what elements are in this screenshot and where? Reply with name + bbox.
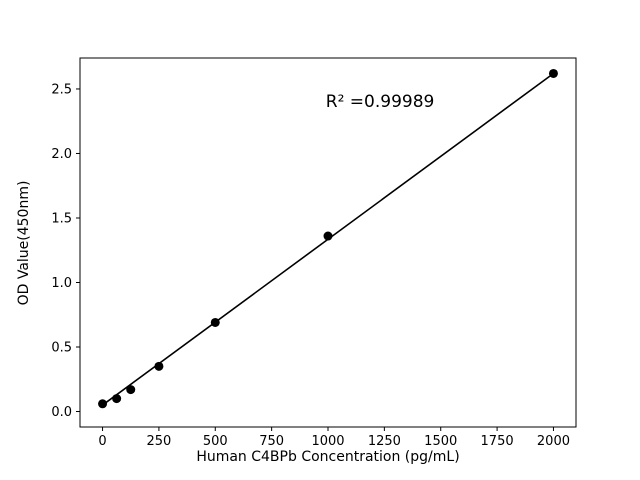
- y-tick-label: 2.5: [51, 82, 72, 97]
- data-point: [548, 68, 558, 78]
- y-tick-label: 2.0: [51, 147, 72, 162]
- data-point: [126, 385, 136, 395]
- y-tick-label: 0.5: [51, 341, 72, 356]
- y-tick-label: 1.5: [51, 211, 72, 226]
- x-tick-label: 250: [146, 434, 171, 449]
- x-tick-label: 0: [98, 434, 106, 449]
- x-tick-label: 1750: [481, 434, 514, 449]
- x-tick-label: 500: [203, 434, 228, 449]
- y-tick-label: 1.0: [51, 276, 72, 291]
- x-tick-label: 1250: [368, 434, 401, 449]
- data-point: [323, 231, 333, 241]
- y-tick-label: 0.0: [51, 405, 72, 420]
- x-tick-label: 2000: [537, 434, 570, 449]
- x-tick-label: 1000: [311, 434, 344, 449]
- r-squared-annotation: R² =0.99989: [326, 92, 435, 112]
- x-tick-label: 750: [259, 434, 284, 449]
- plot-frame: [79, 57, 577, 428]
- data-point: [112, 394, 122, 404]
- plot-area: 0 250 500 750 1000 1250 1500 1750 2000 0.0 0.5 1.0 1…: [51, 57, 577, 449]
- data-point: [98, 399, 108, 409]
- data-point: [154, 361, 164, 371]
- x-tick-label: 1500: [424, 434, 457, 449]
- data-point: [210, 317, 220, 327]
- x-axis-label: Human C4BPb Concentration (pg/mL): [196, 449, 459, 465]
- y-axis-label: OD Value(450nm): [16, 181, 32, 306]
